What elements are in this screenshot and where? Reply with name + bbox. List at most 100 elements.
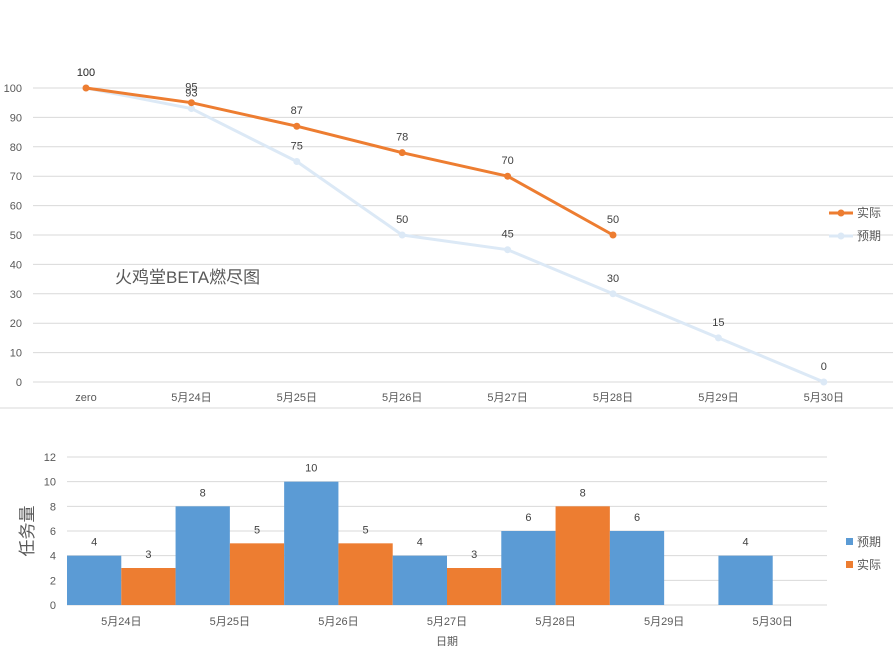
legend-label: 预期 bbox=[857, 535, 881, 549]
data-label: 75 bbox=[291, 141, 303, 153]
bar-actual bbox=[229, 543, 285, 605]
data-label: 5 bbox=[254, 524, 260, 536]
data-point-expected bbox=[609, 290, 617, 298]
bar-expected bbox=[392, 555, 447, 605]
legend-label: 实际 bbox=[857, 557, 881, 572]
data-label: 45 bbox=[501, 229, 513, 241]
x-tick-label: 5月28日 bbox=[593, 392, 633, 404]
data-point-expected bbox=[714, 334, 722, 342]
data-point-expected bbox=[187, 105, 195, 113]
line-chart-series bbox=[82, 84, 828, 386]
legend-swatch-actual bbox=[846, 561, 853, 568]
y-tick-label: 10 bbox=[44, 477, 56, 489]
x-tick-label: 5月24日 bbox=[171, 392, 211, 404]
data-label: 3 bbox=[471, 549, 477, 561]
line-chart-title: 火鸡堂BETA燃尽图 bbox=[115, 268, 260, 287]
data-label: 15 bbox=[712, 317, 724, 329]
bar-expected bbox=[609, 531, 665, 605]
legend-marker bbox=[837, 232, 845, 240]
x-tick-label: 5月25日 bbox=[210, 616, 250, 628]
y-tick-label: 40 bbox=[10, 259, 22, 271]
series-line-actual bbox=[85, 86, 614, 237]
x-tick-label: 5月25日 bbox=[277, 392, 317, 404]
data-label: 4 bbox=[91, 537, 97, 549]
data-label: 30 bbox=[607, 273, 619, 285]
bar-expected bbox=[718, 555, 773, 605]
y-tick-label: 60 bbox=[10, 201, 22, 213]
data-label: 8 bbox=[580, 487, 586, 499]
y-tick-label: 20 bbox=[10, 318, 22, 330]
y-tick-label: 70 bbox=[10, 171, 22, 183]
data-label: 78 bbox=[396, 132, 408, 144]
bar-actual bbox=[447, 568, 502, 605]
bar-chart-x-ticks: 5月24日 5月25日 5月26日 5月27日 5月28日 5月29日 5月30日 bbox=[101, 616, 793, 628]
y-tick-label: 8 bbox=[50, 501, 56, 513]
y-tick-label: 0 bbox=[16, 377, 22, 389]
data-point-actual bbox=[187, 99, 195, 107]
data-label: 95 bbox=[185, 82, 197, 94]
bar-actual bbox=[555, 506, 610, 605]
bar-expected bbox=[175, 506, 230, 605]
x-tick-label: 5月24日 bbox=[101, 616, 141, 628]
data-point-expected bbox=[504, 246, 512, 254]
data-label: 6 bbox=[634, 512, 640, 524]
data-label: 8 bbox=[200, 487, 206, 499]
line-chart-x-ticks: zero 5月24日 5月25日 5月26日 5月27日 5月28日 5月29日 5月30日 bbox=[75, 392, 844, 404]
x-tick-label: 5月27日 bbox=[427, 616, 467, 628]
bar-expected bbox=[67, 555, 122, 605]
data-label: 50 bbox=[607, 214, 619, 226]
y-tick-label: 2 bbox=[50, 575, 56, 587]
bar-chart-bars bbox=[67, 481, 773, 605]
series-line-expected bbox=[85, 86, 825, 384]
x-tick-label: 5月30日 bbox=[804, 392, 844, 404]
data-label: 4 bbox=[743, 537, 749, 549]
data-label: 70 bbox=[501, 155, 513, 167]
data-label: 93 bbox=[185, 88, 197, 100]
y-tick-label: 80 bbox=[10, 142, 22, 154]
y-tick-label: 4 bbox=[50, 551, 56, 563]
bar-chart-x-axis-title: 日期 bbox=[436, 635, 458, 646]
line-chart-y-ticks: 0 10 20 30 40 50 60 70 80 90 100 bbox=[4, 83, 22, 389]
data-point-expected bbox=[820, 378, 828, 386]
data-label: 10 bbox=[305, 463, 317, 475]
data-label: 4 bbox=[417, 537, 423, 549]
y-tick-label: 30 bbox=[10, 289, 22, 301]
data-label: 87 bbox=[291, 105, 303, 117]
data-label: 50 bbox=[396, 214, 408, 226]
data-label: 6 bbox=[525, 512, 531, 524]
x-tick-label: 5月27日 bbox=[487, 392, 527, 404]
bar-actual bbox=[338, 543, 393, 605]
bar-actual bbox=[121, 568, 176, 605]
legend-label: 预期 bbox=[857, 229, 881, 243]
bar-expected bbox=[284, 481, 339, 605]
legend-swatch-expected bbox=[846, 538, 853, 545]
x-tick-label: 5月29日 bbox=[698, 392, 738, 404]
x-tick-label: 5月26日 bbox=[382, 392, 422, 404]
x-tick-label: 5月29日 bbox=[644, 616, 684, 628]
x-tick-label: zero bbox=[75, 392, 96, 404]
y-tick-label: 0 bbox=[50, 600, 56, 612]
x-tick-label: 5月30日 bbox=[753, 616, 793, 628]
y-tick-label: 100 bbox=[4, 83, 22, 95]
data-point-actual bbox=[82, 84, 90, 92]
data-point-actual bbox=[398, 149, 406, 157]
bar-chart-y-axis-title: 任务量 bbox=[18, 506, 37, 557]
legend-label: 实际 bbox=[857, 205, 881, 220]
y-tick-label: 12 bbox=[44, 452, 56, 464]
data-label: 5 bbox=[363, 524, 369, 536]
bar-chart-data-labels: 4 3 8 5 10 5 4 3 6 8 6 4 bbox=[91, 463, 749, 561]
data-label: 100 bbox=[77, 67, 95, 79]
data-point-actual bbox=[504, 172, 512, 180]
y-tick-label: 50 bbox=[10, 230, 22, 242]
legend-marker bbox=[837, 209, 845, 217]
bar-chart-y-ticks: 0 2 4 6 8 10 12 bbox=[44, 452, 56, 612]
data-point-expected bbox=[293, 158, 301, 165]
y-tick-label: 6 bbox=[50, 526, 56, 538]
data-point-actual bbox=[293, 122, 301, 130]
x-tick-label: 5月28日 bbox=[535, 616, 575, 628]
x-tick-label: 5月26日 bbox=[318, 616, 358, 628]
data-point-actual bbox=[609, 231, 617, 239]
